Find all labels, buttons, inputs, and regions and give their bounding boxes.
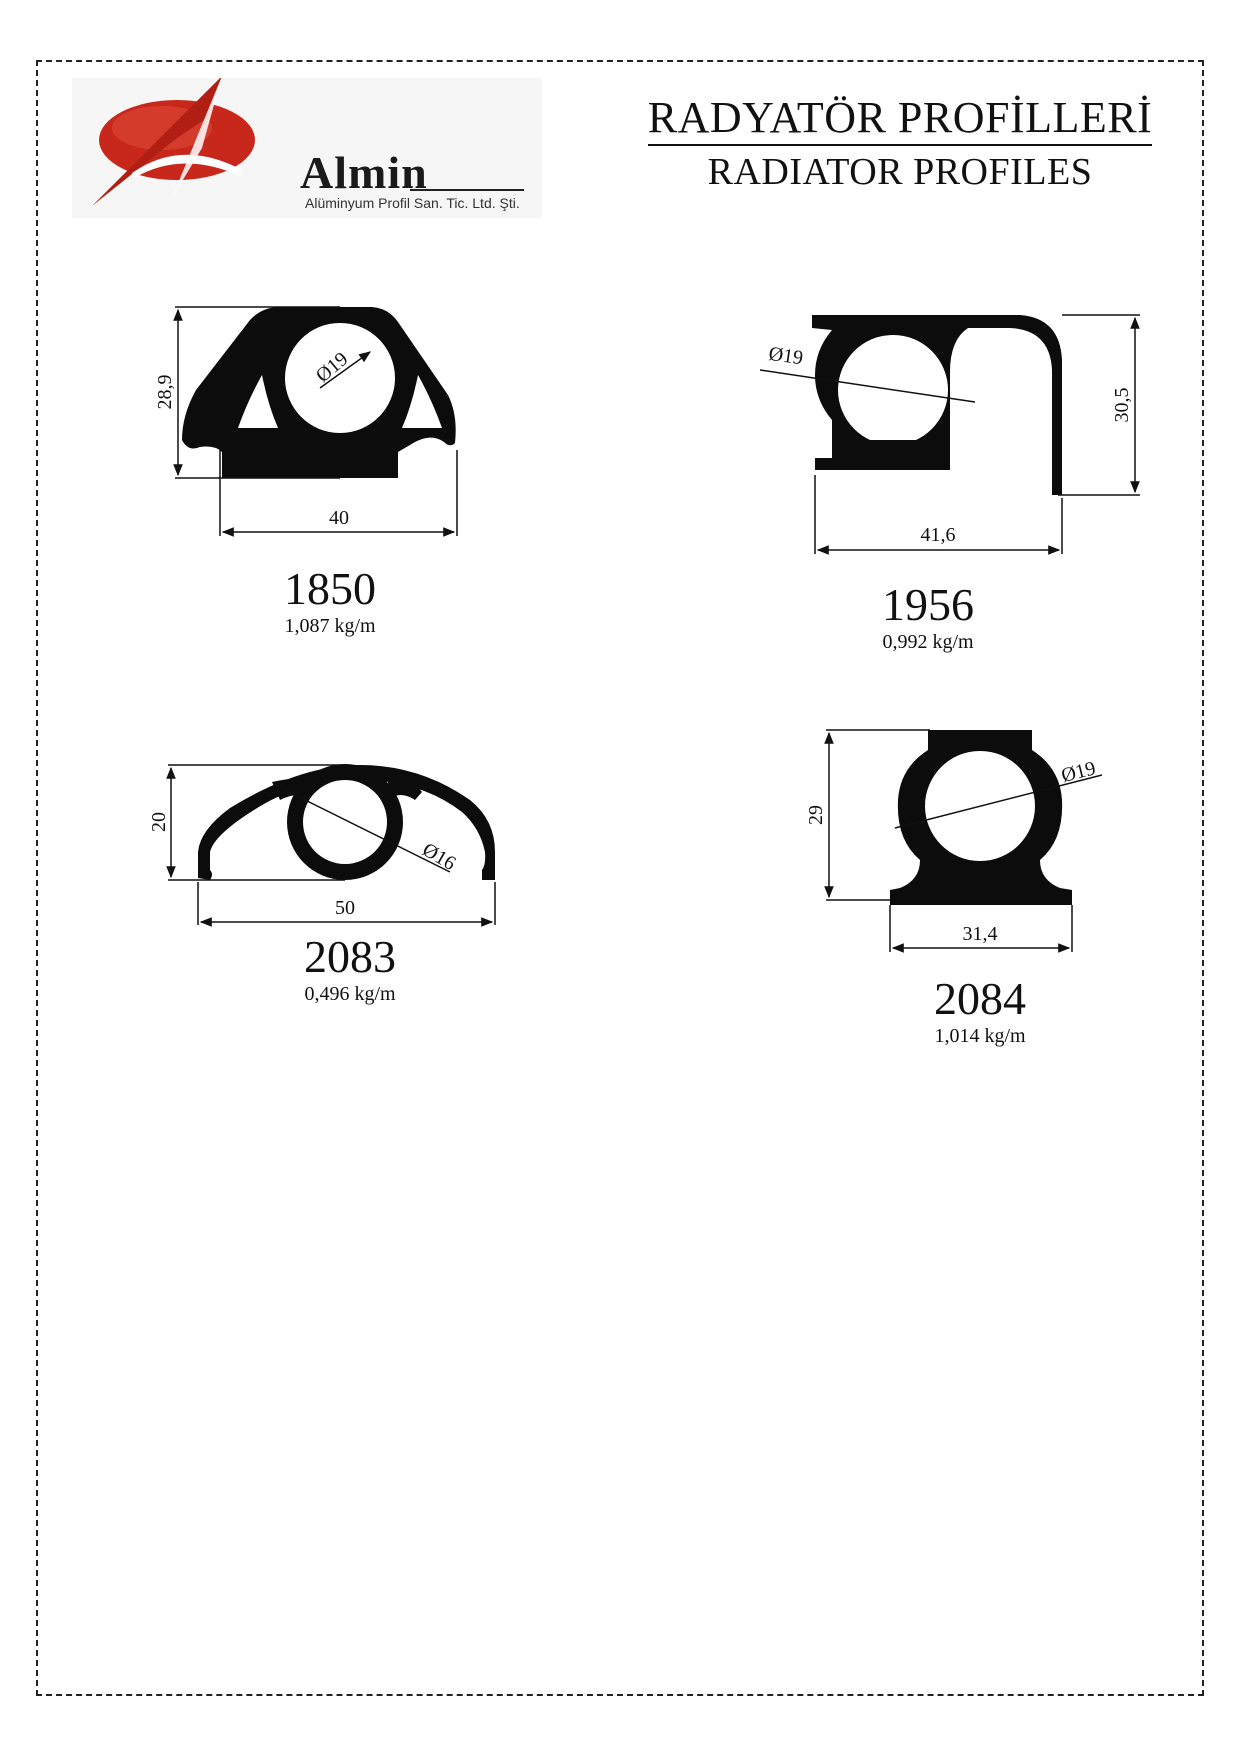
profile-1956-drawing [759, 314, 1140, 555]
profile-1850-width-label: 40 [329, 507, 349, 529]
profile-2083-height-label: 20 [148, 812, 170, 832]
profile-1850-drawing [173, 306, 458, 537]
brand-underline [410, 189, 524, 191]
profile-1956-width-label: 41,6 [921, 524, 956, 546]
profile-2084-code: 2084 [934, 973, 1026, 1024]
profile-2083-weight: 0,496 kg/m [304, 983, 396, 1005]
profile-2083-drawing [166, 764, 496, 927]
brand-subtitle: Alüminyum Profil San. Tic. Ltd. Şti. [305, 195, 520, 211]
profile-2084-drawing [824, 729, 1103, 953]
profile-2084-height-label: 29 [805, 805, 827, 825]
profile-1956-code: 1956 [882, 579, 974, 630]
page-border [36, 60, 1204, 1696]
profile-1850-height-label: 28,9 [154, 375, 176, 410]
profile-1956-diameter-label: Ø19 [767, 343, 804, 370]
page-title-turkish: RADYATÖR PROFİLLERİ [640, 92, 1160, 146]
profile-2084-width-label: 31,4 [963, 923, 998, 945]
brand-name: Almin [300, 147, 428, 198]
profile-2084-weight: 1,014 kg/m [934, 1025, 1026, 1047]
logo-emblem-icon [92, 78, 255, 206]
page-title-english: RADIATOR PROFILES [707, 151, 1093, 193]
profile-2084-diameter-label: Ø19 [1059, 757, 1098, 787]
profile-2083-code: 2083 [304, 931, 396, 982]
page-title-turkish-text: RADYATÖR PROFİLLERİ [647, 93, 1153, 146]
profile-1850-weight: 1,087 kg/m [284, 615, 376, 637]
profile-2083-body [198, 765, 495, 880]
company-logo [72, 78, 542, 218]
profile-2083-width-label: 50 [335, 897, 355, 919]
profile-1850-code: 1850 [284, 563, 376, 614]
profile-1956-height-label: 30,5 [1111, 388, 1133, 423]
profile-2083-diameter-label: Ø16 [419, 839, 460, 875]
profile-1956-weight: 0,992 kg/m [882, 631, 974, 653]
